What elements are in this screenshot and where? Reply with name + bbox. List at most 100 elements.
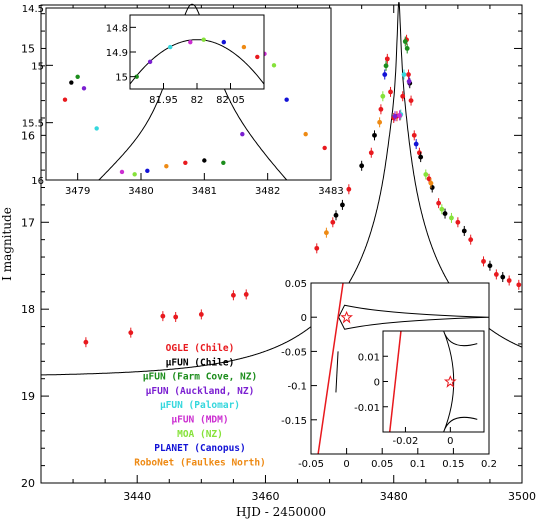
- y-tick-label: 20: [21, 477, 35, 490]
- inset-peak-x-label: 81.95: [149, 95, 178, 106]
- inset-zoom-points: [62, 51, 327, 177]
- inset-zoom-point: [81, 86, 87, 91]
- inset-zoom-point: [303, 131, 308, 137]
- inset-zoom-x-label: 3479: [65, 186, 90, 197]
- data-point: [128, 330, 134, 336]
- inset-zoom-x-label: 3483: [318, 186, 343, 197]
- data-point: [368, 150, 374, 156]
- inset-zoom-y-label: 15: [31, 61, 44, 72]
- data-point: [392, 113, 398, 119]
- data-point: [455, 219, 461, 225]
- x-tick-label: 3500: [508, 490, 536, 503]
- legend-entry: OGLE (Chile): [166, 343, 235, 354]
- y-tick-label: 18: [21, 303, 35, 316]
- legend: OGLE (Chile) μFUN (Chile) μFUN (Farm Cove,…: [134, 343, 266, 468]
- inset-caustic-y-label: -0.1: [287, 382, 307, 393]
- data-point: [243, 292, 249, 297]
- inset-caustic-frame: [310, 282, 490, 455]
- inset-peak-y-label: 14.8: [106, 23, 128, 34]
- caustic-zoom-star-marker: [443, 375, 457, 388]
- inset-zoom-point: [132, 172, 137, 177]
- data-point: [383, 63, 389, 69]
- inset-peak-model-curve: [129, 39, 265, 85]
- data-point: [481, 258, 486, 264]
- legend-entry: RoboNet (Faulkes North): [134, 457, 266, 468]
- inset-zoom-point: [75, 74, 80, 80]
- legend-entry: μFUN (Chile): [166, 357, 235, 368]
- data-point: [449, 215, 454, 221]
- inset-caustic-zoom-drawing: [388, 330, 478, 433]
- inset-peak-x-label: 82.05: [216, 95, 245, 106]
- inset-caustic-zoom-panel: -0.02 0 0.01 0 -0.01: [354, 330, 485, 447]
- inset-zoom-point: [240, 131, 245, 137]
- data-point: [340, 202, 345, 208]
- data-point: [83, 339, 89, 345]
- main-model-curve: [41, 1, 522, 376]
- x-tick-label: 3440: [123, 490, 151, 503]
- inset-caustic-x-label: 0.1: [410, 459, 426, 470]
- caustic-zoom-trajectory: [388, 330, 402, 433]
- inset-zoom-y-label: 15.5: [22, 119, 44, 130]
- inset-peak-point: [168, 44, 173, 50]
- data-point: [388, 89, 393, 95]
- data-point: [346, 186, 352, 192]
- data-point: [439, 206, 445, 212]
- trajectory-arrow: [335, 351, 339, 393]
- inset-caustic-x-label: -0.05: [298, 459, 324, 470]
- data-point: [406, 72, 411, 77]
- data-point: [408, 98, 414, 103]
- caustic-zoom-curve: [443, 330, 478, 433]
- inset-peak-y-label: 14.9: [106, 48, 128, 59]
- data-point: [418, 154, 424, 160]
- x-axis-title: HJD - 2450000: [236, 505, 326, 519]
- inset-caustic-zoom-x-label: -0.02: [393, 436, 419, 447]
- data-point: [359, 163, 365, 169]
- inset-zoom-point: [164, 164, 169, 169]
- data-point: [330, 219, 336, 225]
- y-tick-label: 19: [21, 390, 35, 403]
- inset-caustic-x-label: 0.15: [442, 459, 464, 470]
- inset-caustic-zoom-y-label: -0.01: [354, 403, 380, 414]
- inset-zoom-point: [221, 160, 226, 165]
- data-point: [500, 274, 506, 280]
- data-point: [401, 72, 407, 77]
- inset-peak-y-label: 15: [115, 73, 128, 84]
- legend-entry: μFUN (MDM): [171, 415, 228, 426]
- inset-caustic-zoom-y-label: 0: [374, 378, 380, 389]
- inset-zoom-point: [69, 80, 74, 85]
- data-point: [314, 245, 320, 251]
- legend-entry: μFUN (Auckland, NZ): [146, 386, 255, 397]
- source-trajectory: [317, 282, 344, 455]
- y-tick-label: 15: [21, 42, 35, 55]
- inset-zoom-y-label: 16: [31, 176, 44, 187]
- data-point: [493, 272, 499, 277]
- inset-peak-x-label: 82: [191, 95, 204, 106]
- source-star-marker: [340, 310, 353, 324]
- inset-caustic-x-label: 0.2: [481, 459, 497, 470]
- inset-peak-point: [221, 39, 226, 45]
- main-data-points: [83, 34, 522, 348]
- inset-zoom-point: [145, 168, 150, 174]
- inset-caustic-zoom-ticks: -0.02 0 0.01 0 -0.01: [354, 352, 453, 447]
- inset-peak-point: [134, 74, 139, 79]
- inset-zoom-point: [183, 160, 188, 165]
- data-point: [468, 237, 474, 243]
- inset-caustic-zoom-x-label: 0: [447, 436, 453, 447]
- inset-zoom-x-label: 3482: [255, 186, 280, 197]
- inset-caustic-x-label: 0.05: [371, 459, 393, 470]
- data-point: [378, 106, 384, 112]
- x-tick-label: 3460: [251, 490, 279, 503]
- data-point: [428, 180, 434, 186]
- inset-zoom-point: [119, 169, 125, 175]
- inset-caustic-ticks: -0.05 0 0.05 0.1 0.15 0.2 0.05 0 -0.05 -0.1 -0.15: [281, 279, 497, 470]
- inset-zoom-point: [271, 63, 277, 68]
- inset-caustic-y-label: -0.15: [281, 416, 307, 427]
- inset-peak-ticks: 81.95 82 82.05 14.8 14.9 15: [106, 23, 245, 106]
- data-point: [198, 311, 204, 317]
- inset-caustic-zoom-frame: [382, 330, 485, 433]
- data-point: [384, 56, 390, 62]
- inset-peak-background: [130, 15, 264, 89]
- inset-caustic-zoom-y-label: 0.01: [358, 352, 380, 363]
- y-tick-label: 16: [21, 129, 35, 142]
